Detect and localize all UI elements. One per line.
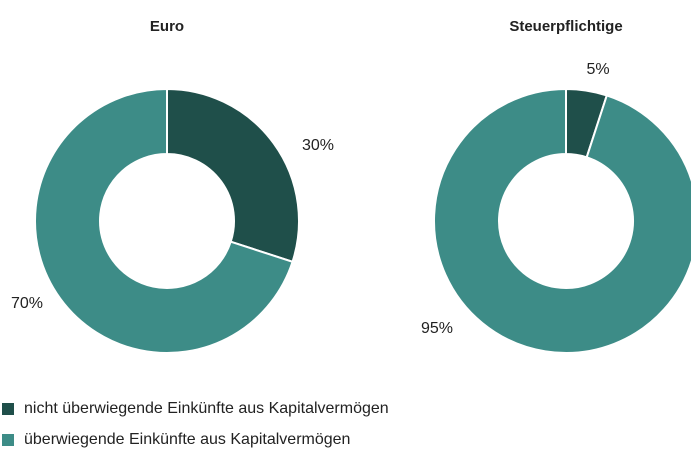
legend-label: überwiegende Einkünfte aus Kapitalvermög… xyxy=(24,431,350,448)
chart-title: Euro xyxy=(150,18,184,35)
slice xyxy=(433,87,691,354)
value-label: 95% xyxy=(421,320,453,337)
legend-swatch xyxy=(2,403,14,415)
legend-swatch xyxy=(2,434,14,446)
slice xyxy=(34,87,294,354)
chart-title: Steuerpflichtige xyxy=(509,18,622,35)
value-label: 5% xyxy=(586,61,609,78)
legend-label: nicht überwiegende Einkünfte aus Kapital… xyxy=(24,400,389,417)
value-label: 30% xyxy=(302,137,334,154)
value-label: 70% xyxy=(11,295,43,312)
slice xyxy=(166,87,300,264)
